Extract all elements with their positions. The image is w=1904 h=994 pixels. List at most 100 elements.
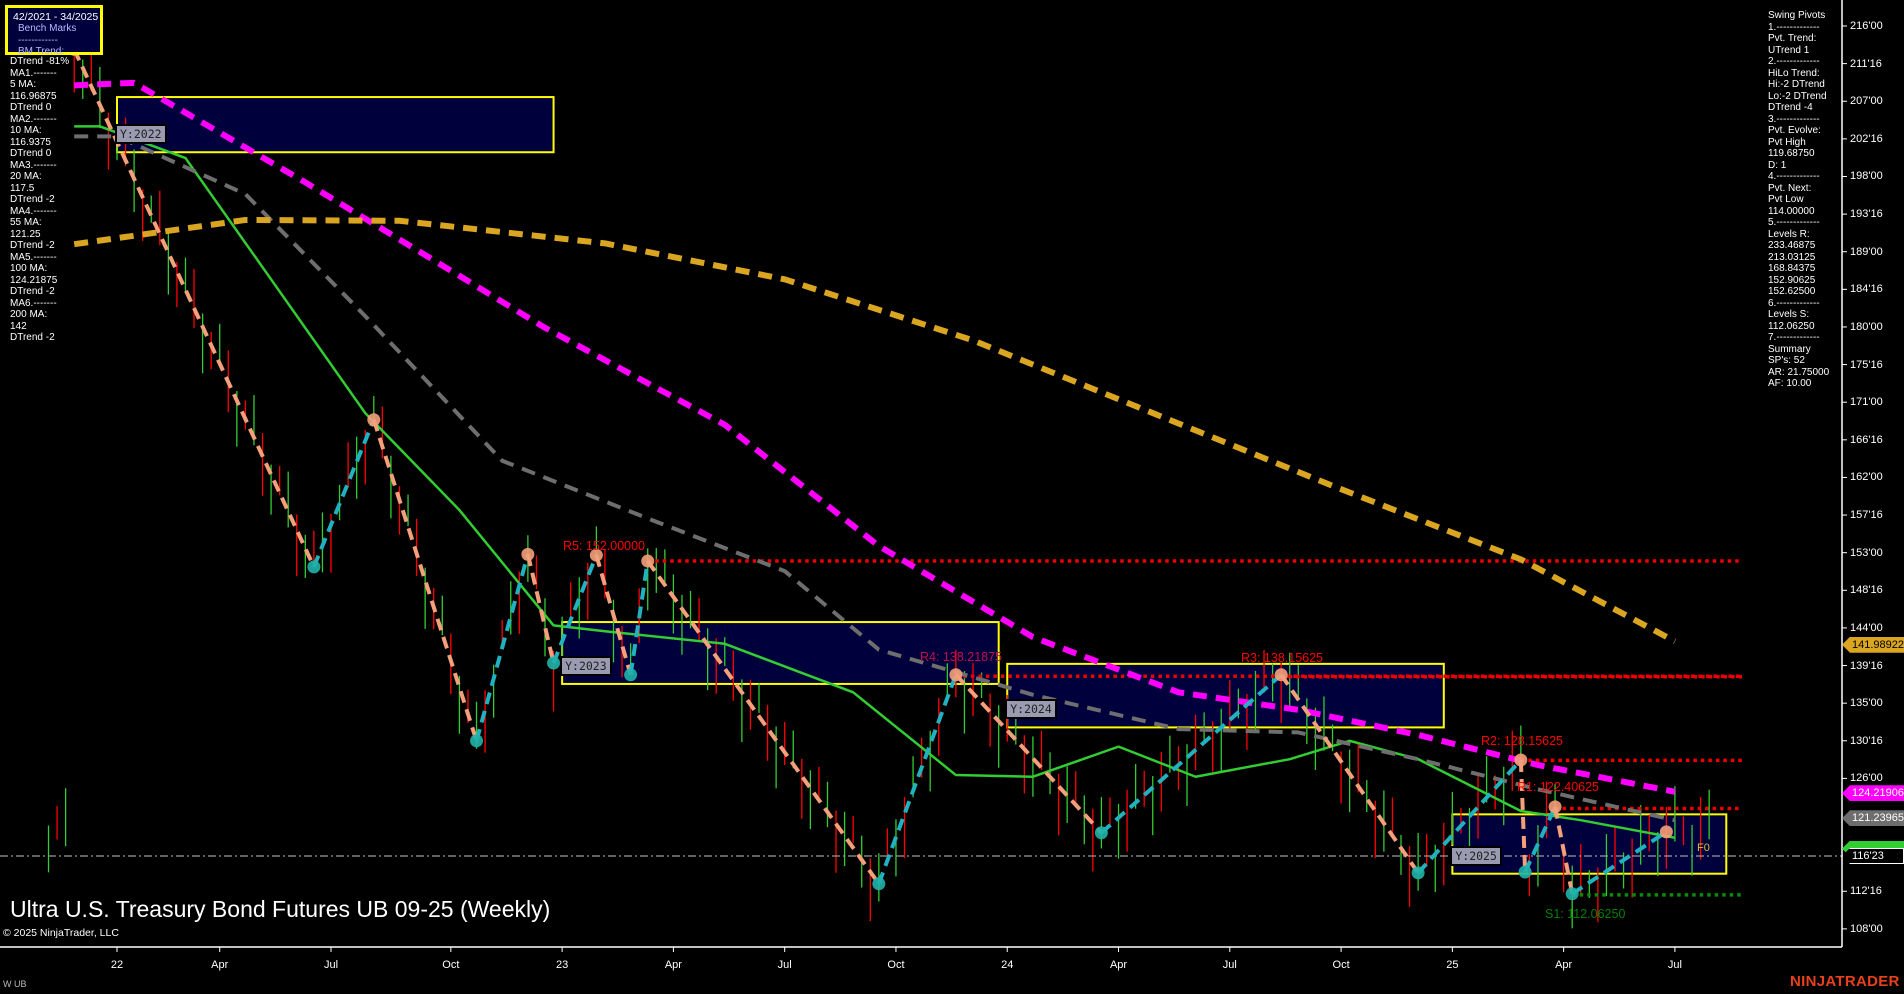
pivot-info-line: SP's: 52 xyxy=(1768,355,1805,366)
ma-info-line: DTrend -81% xyxy=(10,56,70,67)
pivot-info-line: Summary xyxy=(1768,343,1811,355)
y-tick-label: 198'00 xyxy=(1850,170,1883,183)
x-tick-label: Oct xyxy=(442,959,460,971)
swing-leg-up xyxy=(628,560,650,676)
x-tick-label: Oct xyxy=(1332,959,1350,971)
ma-info-line: 200 MA: xyxy=(10,309,48,320)
swing-pivot-low xyxy=(307,560,321,574)
ma-info-line: MA1.------- xyxy=(10,67,57,79)
x-tick-label: Jul xyxy=(777,959,792,971)
ma-info-line: 117.5 xyxy=(10,182,35,194)
pivot-info-line: 114.00000 xyxy=(1768,205,1815,217)
ma-info-line: MA4.------- xyxy=(10,205,57,217)
price-marker: 124.21906 xyxy=(1842,785,1904,802)
swing-pivot-low xyxy=(624,668,638,682)
x-tick-label: 25 xyxy=(1446,959,1459,971)
date-range: 42/2021 - 34/2025 xyxy=(13,11,99,23)
swing-pivot-low xyxy=(1518,865,1532,879)
y-tick-label: 189'00 xyxy=(1850,245,1883,258)
ma-info-line: DTrend 0 xyxy=(10,102,52,113)
year-box xyxy=(116,96,555,154)
pivot-info-line: Swing Pivots xyxy=(1768,10,1826,21)
copyright: © 2025 NinjaTrader, LLC xyxy=(3,927,119,939)
y-tick-label: 126'00 xyxy=(1850,772,1883,785)
x-tick-label: Oct xyxy=(887,959,905,971)
year-box xyxy=(1006,662,1445,729)
ma-info-line: 5 MA: xyxy=(10,79,37,90)
pivot-info-line: AR: 21.75000 xyxy=(1768,366,1830,378)
price-bars xyxy=(47,31,1710,929)
swing-leg-up xyxy=(876,674,958,885)
swing-leg-down xyxy=(646,559,881,885)
ma-info-line: DTrend -2 xyxy=(10,240,55,251)
y-tick-label: 180'00 xyxy=(1850,320,1883,333)
ma-info-line: 124.21875 xyxy=(10,274,58,286)
y-tick-label: 207'00 xyxy=(1850,95,1883,108)
pivot-info-line: 5.------------- xyxy=(1768,217,1820,228)
x-tick-label: 22 xyxy=(110,959,124,971)
y-tick-label: 112'16 xyxy=(1850,885,1882,898)
y-tick-label: 175'16 xyxy=(1850,358,1883,371)
ma-info-line: DTrend 0 xyxy=(10,148,52,159)
swing-pivot-high xyxy=(367,413,381,427)
swing-pivot-low xyxy=(470,734,484,748)
ma-info-line: 142 xyxy=(10,320,27,332)
swing-pivot-high xyxy=(589,548,603,562)
swing-leg-down xyxy=(954,673,1103,835)
ma-line-55-ma xyxy=(74,134,1676,823)
swing-leg-up xyxy=(474,553,530,742)
swing-pivot-low xyxy=(1565,887,1579,901)
swing-leg-down xyxy=(594,554,633,676)
pivot-info-line: HiLo Trend: xyxy=(1768,67,1820,79)
swing-pivot-high xyxy=(949,668,963,682)
x-tick-label: 24 xyxy=(1001,959,1014,971)
swing-leg-up xyxy=(1523,805,1557,873)
swing-pivot-low xyxy=(547,656,561,670)
ma-info-line: 116.96875 xyxy=(10,90,57,102)
y-tick-label: 171'00 xyxy=(1850,396,1883,409)
pivot-info-line: UTrend 1 xyxy=(1768,44,1810,56)
pivot-info-line: AF: 10.00 xyxy=(1768,378,1812,389)
pivot-info-line: Levels S: xyxy=(1768,309,1810,320)
y-tick-label: 148'16 xyxy=(1850,584,1883,597)
pivot-info-line: 1.------------- xyxy=(1768,21,1820,33)
ma-info-line: MA5.------- xyxy=(10,251,57,263)
pivot-info-line: Lo:-2 DTrend xyxy=(1768,90,1827,102)
level-label: R2: 128.15625 xyxy=(1481,734,1564,749)
ma-info-line: DTrend -2 xyxy=(10,332,55,343)
pivot-info-line: D: 1 xyxy=(1768,159,1787,171)
pivot-info-line: 233.46875 xyxy=(1768,240,1816,251)
pivot-info-line: Pvt. Trend: xyxy=(1768,33,1817,44)
year-tag: Y:2024 xyxy=(1005,699,1057,720)
x-tick-label: Apr xyxy=(1109,959,1128,971)
bench-marks-box: 42/2021 - 34/2025 Bench Marks ----------… xyxy=(5,5,103,58)
swing-pivot-low xyxy=(1411,866,1425,880)
ma-info-line: MA2.------- xyxy=(10,113,57,125)
y-tick-label: 211'16 xyxy=(1850,57,1882,70)
year-tag: Y:2023 xyxy=(560,655,612,676)
pivot-info-line: Levels R: xyxy=(1768,228,1810,240)
moving-average-panel: DTrend -81% MA1.------- 5 MA: 116.96875 DTre… xyxy=(10,56,69,344)
pivot-info-line: 3.------------- xyxy=(1768,113,1820,125)
ma-info-line: MA3.------- xyxy=(10,159,57,171)
y-tick-label: 193'16 xyxy=(1850,208,1883,221)
pivot-info-line: 7.------------- xyxy=(1768,332,1820,343)
ma-info-line: DTrend -2 xyxy=(10,194,55,205)
pivot-info-line: DTrend -4 xyxy=(1768,102,1813,113)
bench-line: BM Trend: xyxy=(18,46,65,57)
y-tick-label: 202'16 xyxy=(1850,132,1883,145)
pivot-info-line: 6.------------- xyxy=(1768,297,1820,309)
level-label: R5: 152.00000 xyxy=(563,539,646,554)
y-tick-label: 162'00 xyxy=(1850,471,1883,484)
pivot-info-line: Hi:-2 DTrend xyxy=(1768,79,1825,90)
swing-leg-up xyxy=(1100,673,1283,835)
swing-leg-up xyxy=(551,554,599,664)
x-tick-label: Jul xyxy=(1222,959,1237,971)
bench-marks-lines: Bench Marks ------------ BM Trend: xyxy=(18,23,76,58)
swing-pivot-high xyxy=(1548,800,1562,814)
y-tick-label: 157'16 xyxy=(1850,509,1883,522)
y-tick-label: 216'00 xyxy=(1850,20,1883,32)
y-tick-label: 139'16 xyxy=(1850,659,1883,672)
year-tag: Y:2025 xyxy=(1450,845,1502,866)
